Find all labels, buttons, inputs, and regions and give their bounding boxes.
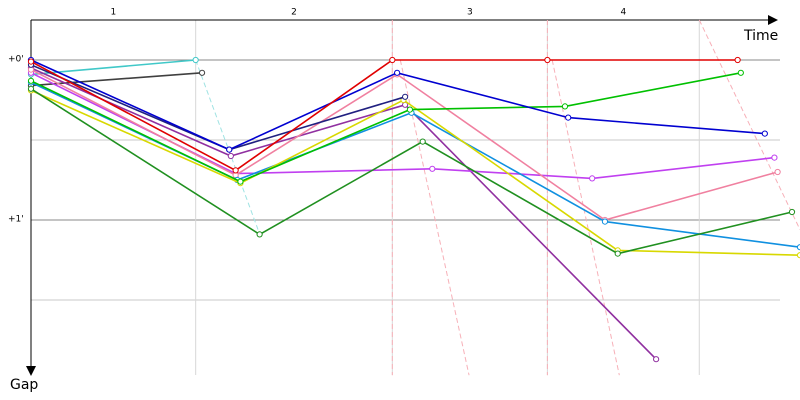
point [27,58,35,65]
point [237,178,244,185]
point [226,146,233,153]
point [192,56,199,64]
point [389,56,396,64]
lap-label: 1 [110,8,116,18]
point [429,165,436,172]
guide-line [399,59,470,376]
point [394,69,401,76]
series-line [30,67,657,360]
y-axis-label: Gap [10,377,38,393]
guide-line [551,59,620,376]
point [27,85,35,92]
point [232,167,239,174]
point [796,244,800,251]
point [796,252,800,259]
point [256,231,263,238]
point [761,130,768,137]
lap-label: 4 [620,8,626,18]
point [27,77,35,84]
point [614,250,621,257]
point [788,208,796,216]
point [419,138,426,145]
lap-label: 2 [291,8,297,18]
point [544,56,551,64]
guide-line [698,19,800,230]
lap-label: 3 [467,8,473,18]
point [406,106,414,113]
point [227,152,234,160]
point [589,175,596,182]
point [653,356,660,363]
point [774,168,781,176]
point [737,69,744,76]
guide-line [195,59,259,230]
point [601,218,609,225]
point [402,93,409,100]
x-axis-label: Time [743,28,778,44]
point [198,69,206,76]
point [771,154,778,161]
point [565,114,572,121]
y-tick-label: +1' [8,215,24,225]
point [561,103,569,110]
y-axis-arrow [26,366,36,376]
y-tick-label: +0' [8,55,24,65]
x-axis-arrow [768,15,778,25]
point [734,56,741,64]
